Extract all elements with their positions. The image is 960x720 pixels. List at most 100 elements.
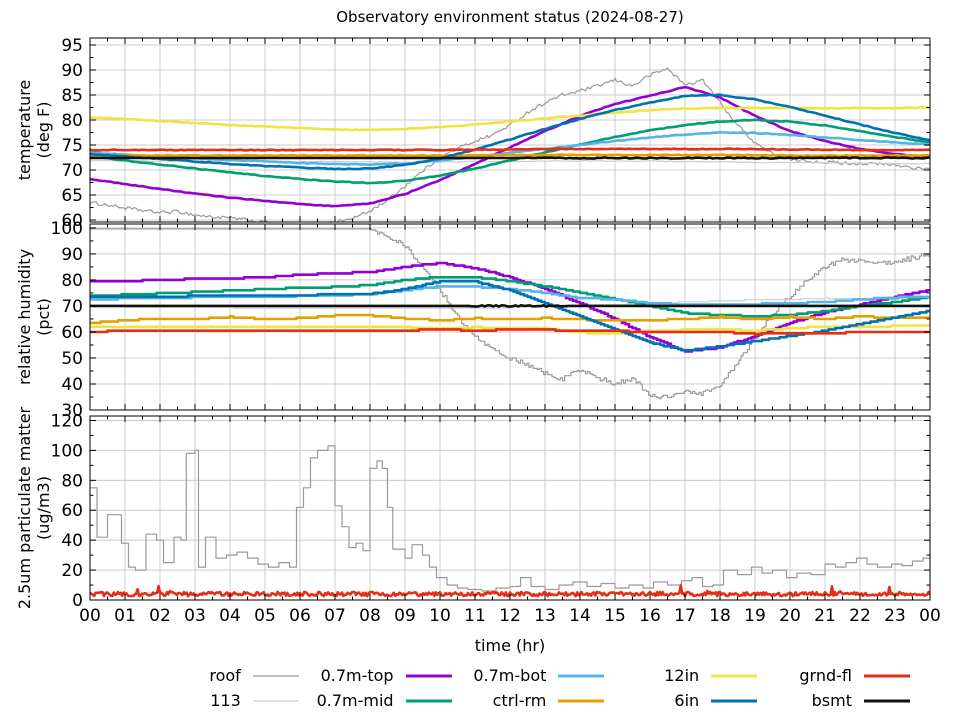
series-0.7m-top xyxy=(90,85,930,208)
legend-line-swatch xyxy=(405,699,452,702)
series-grnd-fl xyxy=(90,328,930,336)
series-bsmt xyxy=(90,156,930,160)
legend-item-grnd-fl: grnd-fl xyxy=(759,663,912,688)
y-tick-label: 60 xyxy=(61,323,83,343)
series-6in xyxy=(90,279,930,352)
chart-title: Observatory environment status (2024-08-… xyxy=(336,8,684,26)
series-ctrl-rm xyxy=(90,313,930,325)
x-tick-label: 00 xyxy=(919,606,941,626)
y-tick-label: 90 xyxy=(61,61,83,81)
humidity-axis-label-line1: relative humidity xyxy=(15,248,34,386)
x-tick-label: 10 xyxy=(429,606,451,626)
x-tick-label: 11 xyxy=(464,606,486,626)
series-0.7m-mid xyxy=(90,118,930,185)
x-tick-label: 19 xyxy=(744,606,766,626)
legend-label: 0.7m-bot xyxy=(473,666,547,685)
x-tick-label: 04 xyxy=(219,606,241,626)
x-tick-label: 00 xyxy=(79,606,101,626)
series-ctrl-rm xyxy=(90,153,930,158)
legend-label: 12in xyxy=(664,666,700,685)
particulate-panel: 120 100 80 60 40 20 0 xyxy=(51,411,931,611)
y-tick-label: 40 xyxy=(61,375,83,395)
x-axis-label: time (hr) xyxy=(474,636,546,655)
legend-column: grnd-fl bsmt xyxy=(759,663,912,713)
legend-line-swatch xyxy=(558,674,605,677)
x-tick-label: 05 xyxy=(254,606,276,626)
legend-line-swatch xyxy=(252,674,299,677)
humidity-panel: 100 90 80 70 60 50 40 30 xyxy=(51,219,931,421)
legend-label: roof xyxy=(209,666,241,685)
legend-line-swatch xyxy=(863,674,910,677)
legend-item-bsmt: bsmt xyxy=(759,688,912,713)
legend-label: 6in xyxy=(674,691,700,710)
y-tick-label: 100 xyxy=(51,219,83,239)
x-tick-label: 13 xyxy=(534,606,556,626)
temperature-axis-label-line2: (deg F) xyxy=(34,101,53,159)
legend-line-swatch xyxy=(252,699,299,702)
y-tick-label: 0 xyxy=(72,591,83,611)
y-tick-label: 100 xyxy=(51,441,83,461)
series-bsmt xyxy=(90,303,930,308)
legend-item-07m-mid: 0.7m-mid xyxy=(301,688,454,713)
y-tick-label: 85 xyxy=(61,86,83,106)
legend-line-swatch xyxy=(863,699,910,702)
legend-line-swatch xyxy=(711,674,758,677)
legend-column: 0.7m-bot ctrl-rm xyxy=(454,663,607,713)
legend-item-113: 113 xyxy=(148,688,301,713)
legend-label: grnd-fl xyxy=(799,666,852,685)
y-tick-label: 65 xyxy=(61,186,83,206)
y-tick-label: 40 xyxy=(61,531,83,551)
y-tick-label: 70 xyxy=(61,297,83,317)
particulate-axis-label-line1: 2.5um particulate matter xyxy=(15,406,34,610)
legend-label: 0.7m-top xyxy=(320,666,394,685)
y-tick-label: 50 xyxy=(61,349,83,369)
x-tick-label: 09 xyxy=(394,606,416,626)
x-tick-label: 12 xyxy=(499,606,521,626)
y-tick-label: 20 xyxy=(61,561,83,581)
legend-column: roof 113 xyxy=(148,663,301,713)
x-tick-label: 02 xyxy=(149,606,171,626)
series-113 xyxy=(90,297,930,309)
x-tick-label: 17 xyxy=(674,606,696,626)
legend-item-07m-top: 0.7m-top xyxy=(301,663,454,688)
humidity-axis-label: relative humidity (pct) xyxy=(15,249,53,385)
legend-label: ctrl-rm xyxy=(492,691,547,710)
legend-line-swatch xyxy=(405,674,452,677)
x-tick-label: 03 xyxy=(184,606,206,626)
legend-item-07m-bot: 0.7m-bot xyxy=(454,663,607,688)
y-tick-label: 95 xyxy=(61,36,83,56)
particulate-axis-label-line2: (ug/m3) xyxy=(34,476,53,540)
y-tick-label: 120 xyxy=(51,411,83,431)
x-tick-label: 20 xyxy=(779,606,801,626)
legend-item-ctrl-rm: ctrl-rm xyxy=(454,688,607,713)
legend-item-6in: 6in xyxy=(606,688,759,713)
particulate-axis-label: 2.5um particulate matter (ug/m3) xyxy=(15,407,53,609)
legend: roof 113 0.7m-top 0.7m-mid 0.7m-bot xyxy=(148,663,912,713)
series-roof xyxy=(90,445,930,592)
legend-column: 12in 6in xyxy=(606,663,759,713)
x-tick-label: 06 xyxy=(289,606,311,626)
legend-line-swatch xyxy=(711,699,758,702)
y-tick-label: 80 xyxy=(61,471,83,491)
legend-label: bsmt xyxy=(811,691,852,710)
series-0.7m-bot xyxy=(90,130,930,167)
temperature-axis-label-line1: temperature xyxy=(15,79,34,181)
x-tick-label: 18 xyxy=(709,606,731,626)
y-tick-label: 80 xyxy=(61,271,83,291)
y-tick-label: 80 xyxy=(61,111,83,131)
series-grnd-fl xyxy=(90,147,930,152)
x-tick-label: 22 xyxy=(849,606,871,626)
humidity-axis-label-line2: (pct) xyxy=(34,298,53,336)
legend-label: 0.7m-mid xyxy=(316,691,394,710)
temperature-axis-label: temperature (deg F) xyxy=(15,80,53,181)
y-tick-label: 60 xyxy=(61,501,83,521)
y-tick-label: 60 xyxy=(61,211,83,231)
legend-label: 113 xyxy=(210,691,241,710)
x-tick-label: 07 xyxy=(324,606,346,626)
legend-column: 0.7m-top 0.7m-mid xyxy=(301,663,454,713)
x-tick-label: 23 xyxy=(884,606,906,626)
x-tick-label: 01 xyxy=(114,606,136,626)
x-tick-label: 16 xyxy=(639,606,661,626)
